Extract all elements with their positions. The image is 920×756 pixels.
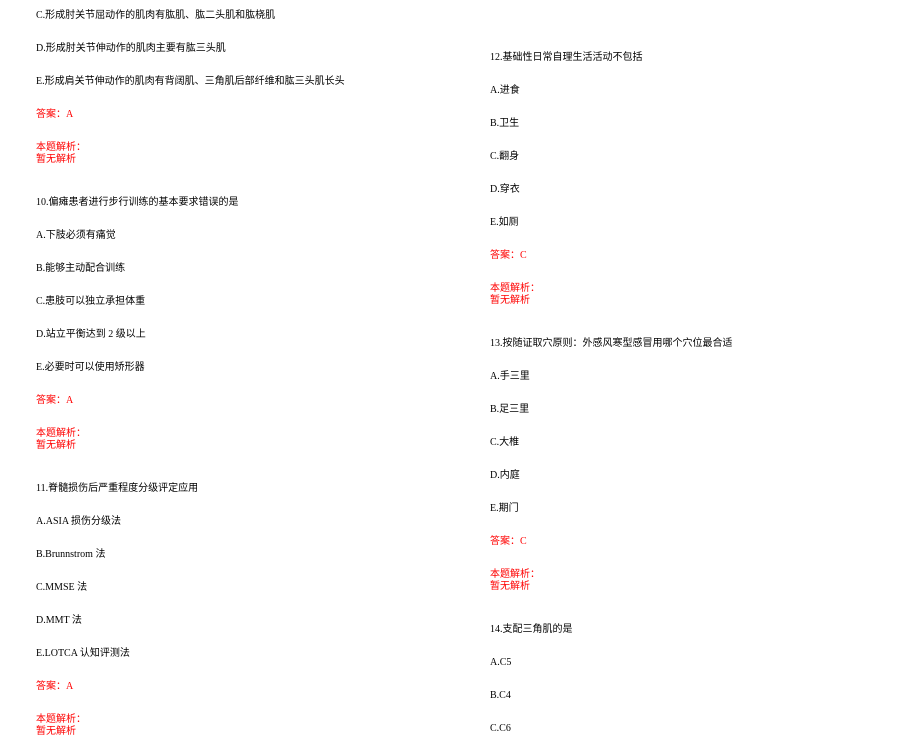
q10-expl-text: 暂无解析 (36, 440, 456, 452)
q13-expl-label: 本题解析： (490, 569, 890, 581)
q10-answer: 答案：A (36, 395, 456, 407)
q13-option-d: D.内庭 (490, 470, 890, 482)
q9-option-c: C.形成肘关节屈动作的肌肉有肱肌、肱二头肌和肱桡肌 (36, 10, 456, 22)
q13-stem: 13.按随证取穴原则：外感风寒型感冒用哪个穴位最合适 (490, 338, 890, 350)
q11-stem: 11.脊髓损伤后严重程度分级评定应用 (36, 483, 456, 495)
q9-answer: 答案：A (36, 109, 456, 121)
q13-option-a: A.手三里 (490, 371, 890, 383)
q13-expl-text: 暂无解析 (490, 581, 890, 593)
q11-option-c: C.MMSE 法 (36, 582, 456, 594)
q10-option-d: D.站立平衡达到 2 级以上 (36, 329, 456, 341)
q9-option-e: E.形成肩关节伸动作的肌肉有背阔肌、三角肌后部纤维和肱三头肌长头 (36, 76, 456, 88)
q13-option-c: C.大椎 (490, 437, 890, 449)
q10-expl-label: 本题解析： (36, 428, 456, 440)
q11-answer: 答案：A (36, 681, 456, 693)
q12-stem: 12.基础性日常自理生活活动不包括 (490, 52, 890, 64)
q10-option-a: A.下肢必须有痛觉 (36, 230, 456, 242)
q10-option-e: E.必要时可以使用矫形器 (36, 362, 456, 374)
q12-option-b: B.卫生 (490, 118, 890, 130)
q13-answer: 答案：C (490, 536, 890, 548)
q11-option-e: E.LOTCA 认知评测法 (36, 648, 456, 660)
q10-option-c: C.患肢可以独立承担体重 (36, 296, 456, 308)
q9-expl-text: 暂无解析 (36, 154, 456, 166)
q9-option-d: D.形成肘关节伸动作的肌肉主要有肱三头肌 (36, 43, 456, 55)
q14-option-c: C.C6 (490, 723, 890, 735)
q12-option-d: D.穿衣 (490, 184, 890, 196)
q12-option-a: A.进食 (490, 85, 890, 97)
q11-option-a: A.ASIA 损伤分级法 (36, 516, 456, 528)
q11-expl-label: 本题解析： (36, 714, 456, 726)
q10-stem: 10.偏瘫患者进行步行训练的基本要求错误的是 (36, 197, 456, 209)
q12-option-c: C.翻身 (490, 151, 890, 163)
q14-option-a: A.C5 (490, 657, 890, 669)
left-column: C.形成肘关节屈动作的肌肉有肱肌、肱二头肌和肱桡肌 D.形成肘关节伸动作的肌肉主… (36, 0, 456, 749)
q13-option-e: E.期门 (490, 503, 890, 515)
right-column: 12.基础性日常自理生活活动不包括 A.进食 B.卫生 C.翻身 D.穿衣 E.… (490, 0, 890, 756)
q13-option-b: B.足三里 (490, 404, 890, 416)
q11-option-d: D.MMT 法 (36, 615, 456, 627)
q12-expl-text: 暂无解析 (490, 295, 890, 307)
q14-option-b: B.C4 (490, 690, 890, 702)
q12-expl-label: 本题解析： (490, 283, 890, 295)
q14-stem: 14.支配三角肌的是 (490, 624, 890, 636)
q9-expl-label: 本题解析： (36, 142, 456, 154)
q11-option-b: B.Brunnstrom 法 (36, 549, 456, 561)
q12-answer: 答案：C (490, 250, 890, 262)
q10-option-b: B.能够主动配合训练 (36, 263, 456, 275)
q11-expl-text: 暂无解析 (36, 726, 456, 738)
q12-option-e: E.如厕 (490, 217, 890, 229)
